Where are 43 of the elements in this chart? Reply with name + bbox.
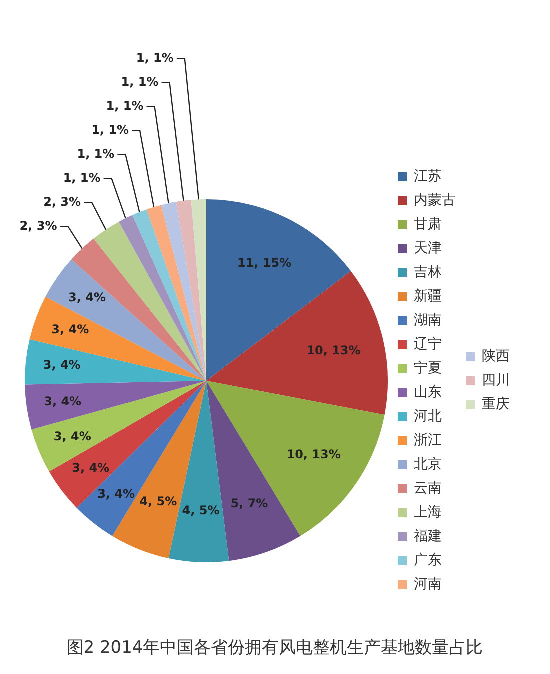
data-label: 3, 4%: [68, 290, 106, 304]
legend-label: 河北: [414, 408, 442, 425]
data-label: 1, 1%: [121, 74, 159, 89]
data-label: 5, 7%: [230, 496, 268, 511]
legend-label: 广东: [414, 552, 442, 569]
legend-label: 福建: [414, 528, 442, 545]
data-label: 3, 4%: [98, 486, 136, 501]
data-label: 2, 3%: [44, 194, 82, 209]
legend-label: 新疆: [414, 288, 442, 305]
data-label: 10, 13%: [286, 448, 341, 462]
legend-label: 北京: [414, 456, 442, 473]
legend-label: 陕西: [482, 348, 510, 365]
legend-label: 湖南: [414, 312, 442, 329]
legend-label: 宁夏: [414, 360, 442, 377]
legend-label: 甘肃: [414, 216, 442, 233]
legend-label: 辽宁: [414, 336, 442, 353]
data-label: 1, 1%: [106, 98, 144, 113]
legend-label: 四川: [482, 372, 510, 389]
data-label: 4, 5%: [140, 494, 178, 509]
data-label: 1, 1%: [136, 50, 174, 65]
data-label: 2, 3%: [20, 218, 58, 233]
data-label: 10, 13%: [306, 343, 361, 358]
data-label: 3, 4%: [54, 429, 92, 444]
data-label: 3, 4%: [43, 358, 81, 372]
legend-label: 内蒙古: [414, 192, 456, 209]
legend-label: 吉林: [414, 264, 442, 281]
legend-label: 上海: [414, 504, 442, 521]
legend-label: 天津: [414, 240, 442, 257]
legend-label: 江苏: [414, 168, 442, 185]
legend-label: 河南: [414, 576, 442, 593]
legend-label: 浙江: [414, 432, 442, 449]
data-label: 1, 1%: [77, 146, 115, 161]
legend-label: 山东: [414, 384, 442, 401]
legend-label: 重庆: [482, 396, 510, 413]
data-label: 3, 4%: [44, 394, 82, 408]
text: 图2 2014年中国各省份拥有风电整机生产基地数量占比: [66, 637, 484, 659]
data-label: 3, 4%: [52, 322, 90, 337]
data-label: 1, 1%: [92, 122, 130, 137]
data-label: 11, 15%: [238, 256, 292, 270]
data-label: 4, 5%: [182, 504, 220, 518]
data-label: 3, 4%: [72, 460, 110, 475]
legend-label: 云南: [414, 480, 442, 497]
data-label: 1, 1%: [63, 170, 101, 185]
